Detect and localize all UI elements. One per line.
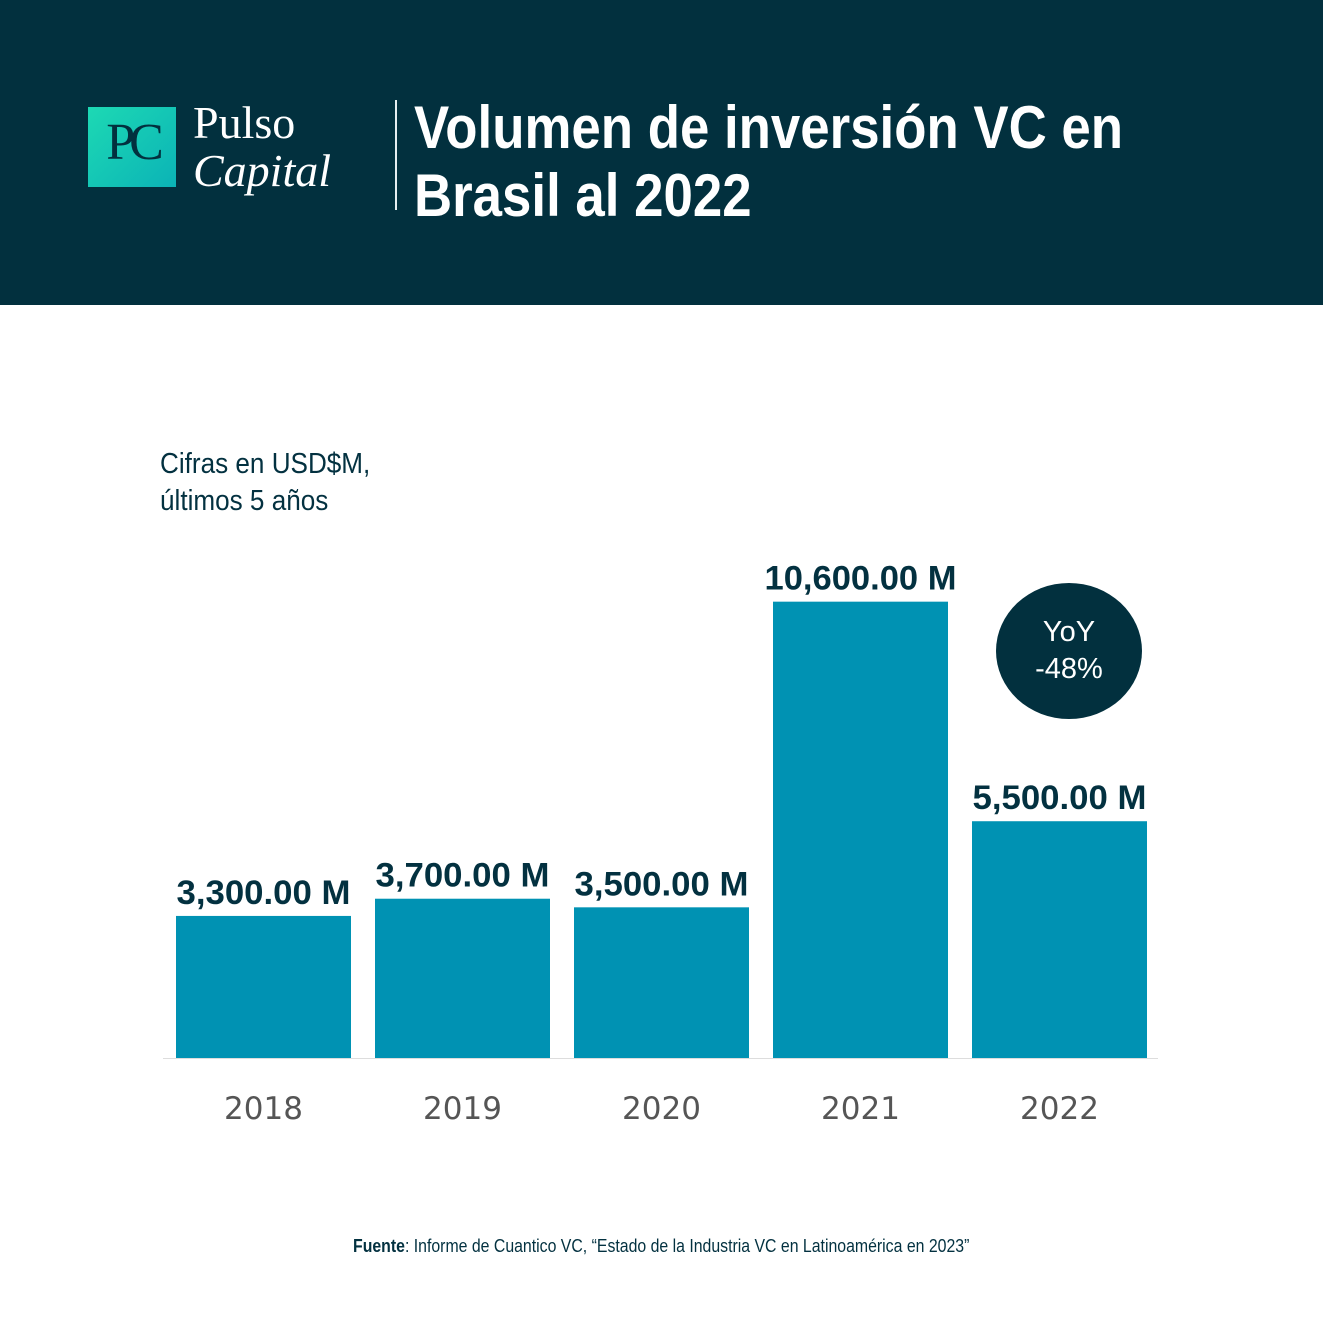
x-tick-label-2021: 2021 [821,1091,900,1127]
yoy-value: -48% [1035,653,1103,685]
data-label-2020: 3,500.00 M [575,865,749,903]
bar-2022 [972,821,1147,1058]
header-banner: PC Pulso Capital Volumen de inversión VC… [0,0,1323,305]
x-tick-label-2019: 2019 [423,1091,502,1127]
bar-2018 [176,915,351,1058]
subtitle-line1: Cifras en USD$M, [160,448,371,480]
data-label-2021: 10,600.00 M [765,560,957,598]
data-label-2018: 3,300.00 M [177,874,351,912]
logo-monogram: PC [106,114,164,171]
yoy-badge: YoY -48% [996,583,1142,719]
data-label-2019: 3,700.00 M [376,857,550,895]
data-label-2022: 5,500.00 M [973,779,1147,817]
x-tick-label-2020: 2020 [622,1091,701,1127]
x-tick-label-2022: 2022 [1020,1091,1099,1127]
source-note: Fuente: Informe de Cuantico VC, “Estado … [0,1236,1323,1257]
title-line2: Brasil al 2022 [414,162,752,229]
source-text: : Informe de Cuantico VC, “Estado de la … [405,1236,970,1256]
brand-name-line2: Capital [193,145,332,196]
logo-icon: PC [88,107,176,187]
bar-2020 [574,907,749,1058]
chart-subtitle: Cifras en USD$M, últimos 5 años [160,446,370,520]
title-line1: Volumen de inversión VC en [414,94,1124,161]
subtitle-line2: últimos 5 años [160,485,329,517]
page-title: Volumen de inversión VC en Brasil al 202… [414,94,1188,230]
header-divider [395,100,397,210]
yoy-label: YoY [1042,616,1096,648]
bar-2019 [375,898,550,1058]
x-tick-label-2018: 2018 [224,1091,303,1127]
brand-name-line1: Pulso [193,97,296,148]
source-label: Fuente [353,1236,406,1256]
bar-2021 [773,601,948,1058]
